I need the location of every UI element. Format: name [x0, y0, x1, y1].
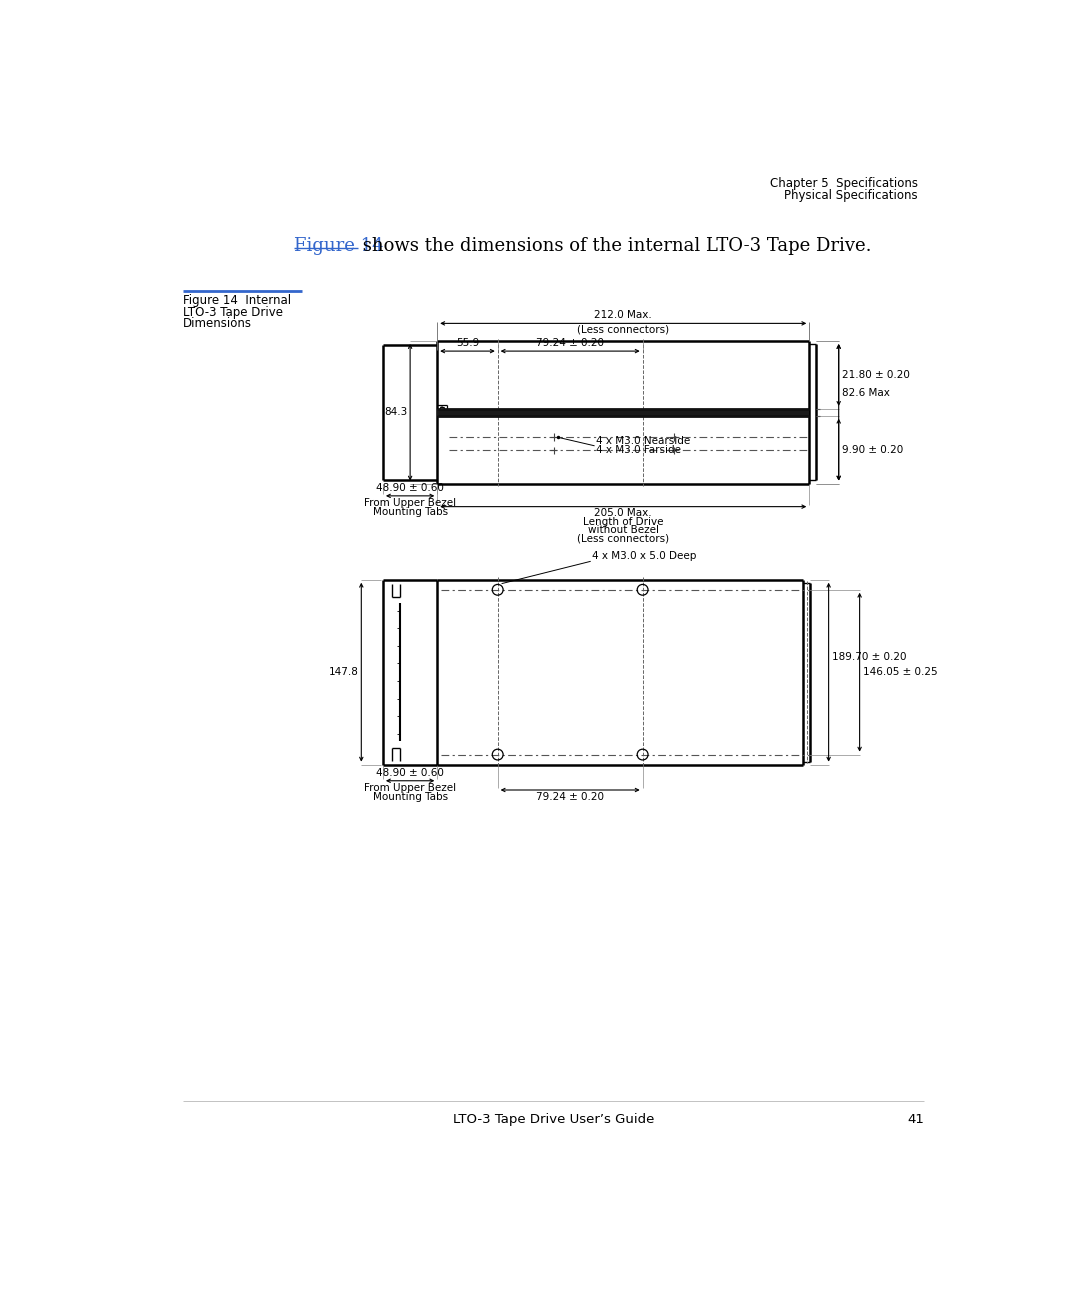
Text: 79.24 ± 0.20: 79.24 ± 0.20 [536, 338, 604, 349]
Text: 55.9: 55.9 [456, 338, 480, 349]
Text: 4 x M3.0 Farside: 4 x M3.0 Farside [596, 446, 681, 455]
Text: 48.90 ± 0.60: 48.90 ± 0.60 [376, 483, 444, 492]
Text: 21.80 ± 0.20: 21.80 ± 0.20 [841, 369, 909, 380]
Text: Chapter 5  Specifications: Chapter 5 Specifications [770, 178, 918, 191]
Text: Figure 14: Figure 14 [294, 237, 383, 255]
Text: (Less connectors): (Less connectors) [577, 534, 670, 543]
Text: Length of Drive: Length of Drive [583, 517, 663, 526]
Text: (Less connectors): (Less connectors) [577, 324, 670, 334]
Text: Physical Specifications: Physical Specifications [784, 189, 918, 202]
Text: without Bezel: without Bezel [588, 525, 659, 535]
Text: From Upper Bezel: From Upper Bezel [364, 498, 456, 508]
Text: Figure 14  Internal: Figure 14 Internal [183, 294, 292, 307]
Text: shows the dimensions of the internal LTO-3 Tape Drive.: shows the dimensions of the internal LTO… [357, 237, 872, 255]
Text: 82.6 Max: 82.6 Max [841, 388, 890, 398]
Text: 146.05 ± 0.25: 146.05 ± 0.25 [863, 667, 937, 678]
Text: 4 x M3.0 Nearside: 4 x M3.0 Nearside [596, 437, 690, 446]
Polygon shape [437, 408, 809, 416]
Text: 189.70 ± 0.20: 189.70 ± 0.20 [832, 652, 906, 662]
Text: 147.8: 147.8 [328, 667, 359, 678]
Text: Mounting Tabs: Mounting Tabs [373, 508, 448, 517]
Text: 48.90 ± 0.60: 48.90 ± 0.60 [376, 767, 444, 778]
Text: 84.3: 84.3 [383, 407, 407, 417]
Text: 205.0 Max.: 205.0 Max. [594, 508, 652, 518]
Text: Dimensions: Dimensions [183, 318, 252, 330]
Text: 4 x M3.0 x 5.0 Deep: 4 x M3.0 x 5.0 Deep [592, 551, 697, 561]
Text: LTO-3 Tape Drive User’s Guide: LTO-3 Tape Drive User’s Guide [453, 1113, 654, 1126]
Text: 41: 41 [907, 1113, 924, 1126]
Text: From Upper Bezel: From Upper Bezel [364, 783, 456, 793]
Text: 79.24 ± 0.20: 79.24 ± 0.20 [536, 792, 604, 801]
Text: 0: 0 [440, 407, 444, 411]
Text: Mounting Tabs: Mounting Tabs [373, 792, 448, 802]
Text: 212.0 Max.: 212.0 Max. [594, 310, 652, 320]
Text: 9.90 ± 0.20: 9.90 ± 0.20 [841, 445, 903, 455]
Text: LTO-3 Tape Drive: LTO-3 Tape Drive [183, 306, 283, 319]
